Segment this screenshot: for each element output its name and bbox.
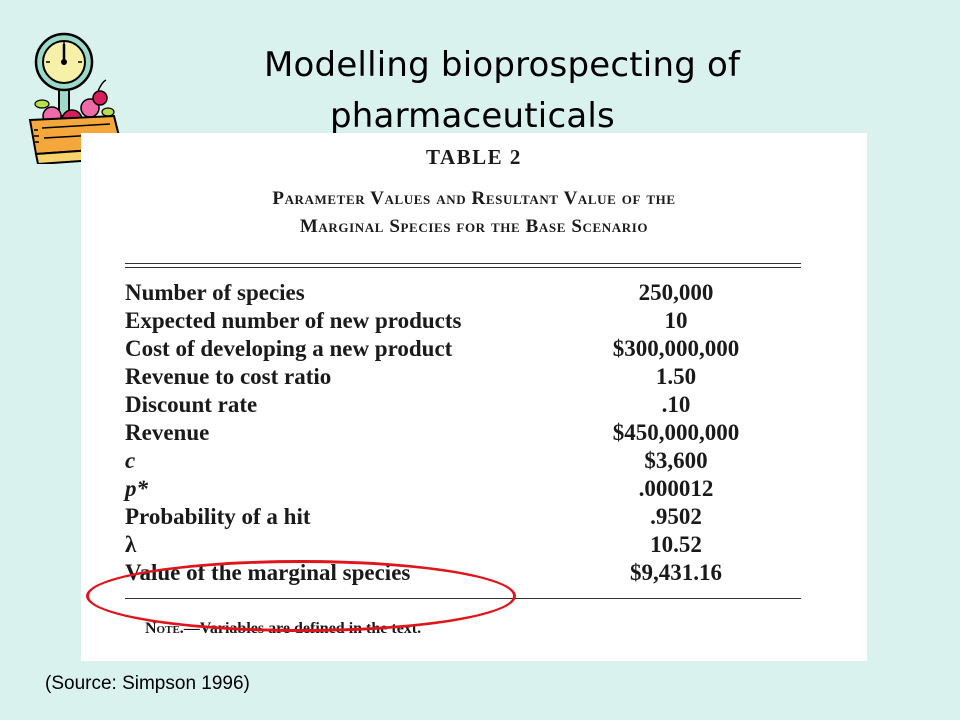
- row-value: $3,600: [644, 448, 708, 473]
- row-label: Expected number of new products: [125, 308, 462, 333]
- row-value: $300,000,000: [612, 336, 740, 361]
- highlight-ellipse: [86, 560, 516, 632]
- row-label: Revenue: [125, 420, 210, 445]
- table-row: λ 10.52: [125, 532, 801, 560]
- row-value: 250,000: [638, 280, 714, 305]
- row-value: 1.50: [655, 364, 697, 389]
- table-row: Number of species 250,000: [125, 280, 801, 308]
- row-label: Cost of developing a new product: [125, 336, 453, 361]
- table-row: Expected number of new products 10: [125, 308, 801, 336]
- table-row: p* .000012: [125, 476, 801, 504]
- row-value: .10: [661, 392, 691, 417]
- row-label: Discount rate: [125, 392, 258, 417]
- table-row: Revenue to cost ratio 1.50: [125, 364, 801, 392]
- table-row: Probability of a hit .9502: [125, 504, 801, 532]
- slide-title-line2: pharmaceuticals: [330, 96, 615, 136]
- top-rule: [125, 263, 801, 264]
- table-row: c $3,600: [125, 448, 801, 476]
- row-value: $450,000,000: [612, 420, 740, 445]
- table-row: Discount rate .10: [125, 392, 801, 420]
- source-citation: (Source: Simpson 1996): [45, 673, 250, 694]
- row-label: Probability of a hit: [125, 504, 311, 529]
- row-label: Number of species: [125, 280, 305, 305]
- table-row: Revenue $450,000,000: [125, 420, 801, 448]
- row-value: .000012: [638, 476, 714, 501]
- row-label: λ: [125, 532, 137, 557]
- table-title: TABLE 2: [426, 145, 522, 169]
- row-label: c: [125, 448, 136, 473]
- row-value: 10: [664, 308, 688, 333]
- table-caption-line2: Marginal Species for the Base Scenario: [299, 216, 649, 237]
- slide-title-line1: Modelling bioprospecting of: [264, 45, 741, 85]
- top-rule-double: [125, 267, 801, 268]
- row-label: Revenue to cost ratio: [125, 364, 332, 389]
- table-row: Cost of developing a new product $300,00…: [125, 336, 801, 364]
- row-value: 10.52: [650, 532, 702, 557]
- table-caption-line1: Parameter Values and Resultant Value of …: [272, 188, 676, 209]
- row-label: p*: [125, 476, 148, 501]
- row-value: $9,431.16: [630, 560, 722, 585]
- row-value: .9502: [650, 504, 702, 529]
